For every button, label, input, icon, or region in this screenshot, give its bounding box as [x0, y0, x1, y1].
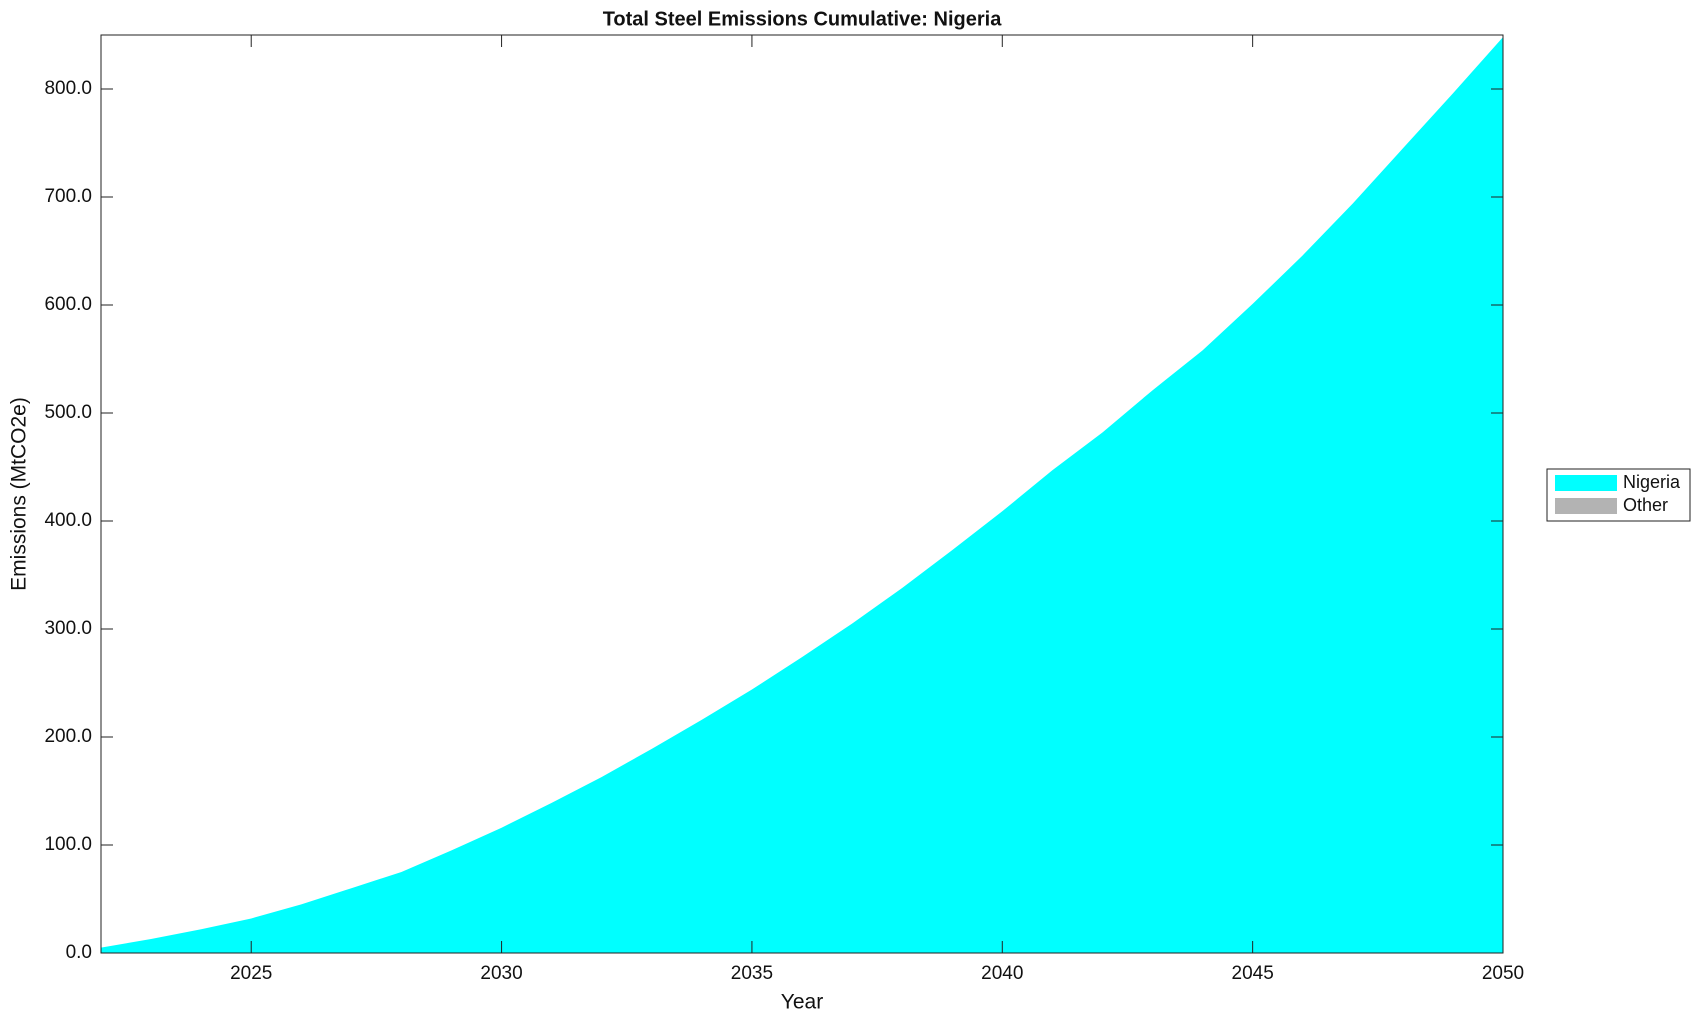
y-tick-label: 200.0: [44, 726, 92, 747]
x-tick-label: 2045: [1232, 963, 1274, 984]
legend-label: Nigeria: [1623, 472, 1681, 492]
y-tick-label: 400.0: [44, 510, 92, 531]
y-tick-label: 800.0: [44, 78, 92, 99]
y-tick-label: 0.0: [66, 942, 92, 963]
chart-title: Total Steel Emissions Cumulative: Nigeri…: [603, 8, 1003, 30]
x-tick-label: 2030: [480, 963, 522, 984]
plot-frame: [100, 34, 1504, 954]
area: [101, 37, 1503, 954]
x-tick-label: 2050: [1482, 963, 1524, 984]
y-tick-label: 700.0: [44, 186, 92, 207]
y-tick-label: 100.0: [44, 834, 92, 855]
legend-label: Other: [1623, 495, 1668, 515]
y-axis-label: Emissions (MtCO2e): [8, 397, 31, 591]
x-tick-label: 2025: [230, 963, 272, 984]
x-tick-label: 2035: [731, 963, 773, 984]
y-tick-label: 300.0: [44, 618, 92, 639]
x-tick-label: 2040: [981, 963, 1023, 984]
y-tick-label: 600.0: [44, 294, 92, 315]
y-tick-label: 500.0: [44, 402, 92, 423]
legend-swatch: [1555, 498, 1617, 514]
x-axis-label: Year: [781, 991, 823, 1014]
legend-swatch: [1555, 475, 1617, 491]
